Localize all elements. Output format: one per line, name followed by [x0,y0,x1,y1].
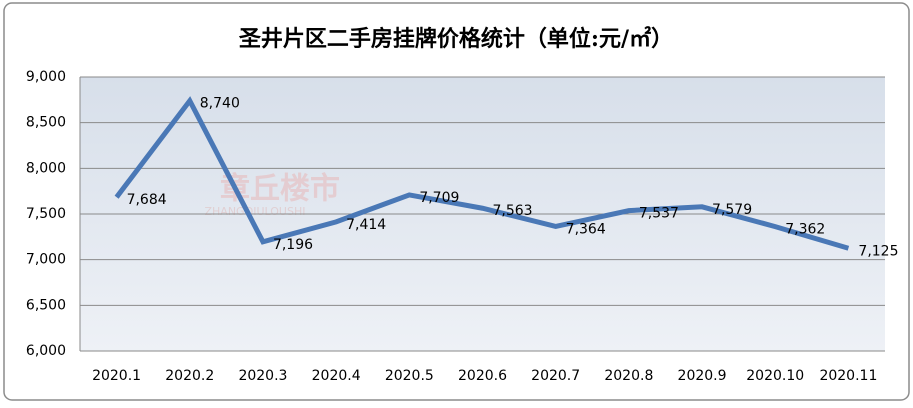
data-label: 7,364 [566,221,606,237]
y-tick-label: 6,000 [26,343,66,359]
x-tick-label: 2020.2 [165,368,214,384]
y-tick-label: 7,000 [26,252,66,268]
data-label: 7,709 [419,190,459,206]
data-label: 7,196 [273,237,313,253]
data-label: 7,537 [639,206,679,222]
x-tick-label: 2020.8 [604,368,653,384]
data-label: 7,414 [346,217,386,233]
data-label: 8,740 [200,96,240,112]
x-tick-label: 2020.4 [312,368,361,384]
y-tick-label: 6,500 [26,297,66,313]
x-tick-label: 2020.11 [819,368,877,384]
x-tick-label: 2020.6 [458,368,507,384]
x-tick-label: 2020.5 [385,368,434,384]
x-tick-label: 2020.3 [238,368,287,384]
x-tick-label: 2020.1 [92,368,141,384]
data-label: 7,125 [858,243,898,259]
y-tick-label: 9,000 [26,69,66,85]
data-line [114,96,850,251]
y-tick-label: 7,500 [26,206,66,222]
y-tick-label: 8,500 [26,115,66,131]
y-tick-label: 8,000 [26,160,66,176]
x-tick-label: 2020.10 [746,368,804,384]
data-label: 7,362 [785,222,825,238]
x-tick-label: 2020.9 [678,368,727,384]
watermark-subtext: ZHANGQIULOUSHI [205,205,306,218]
x-tick-label: 2020.7 [531,368,580,384]
chart-title: 圣井片区二手房挂牌价格统计（单位:元/㎡） [239,26,673,52]
data-label: 7,579 [712,202,752,218]
data-label: 7,563 [493,203,533,219]
data-label: 7,684 [127,192,167,208]
